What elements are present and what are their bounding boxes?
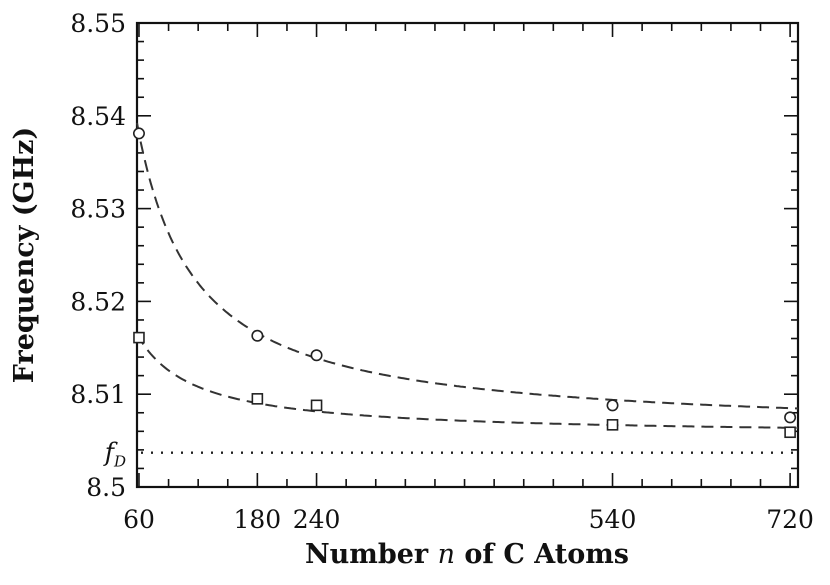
data-point-square (606, 419, 619, 431)
data-markers (132, 127, 797, 439)
y-tick-labels: 8.5 8.51 8.52 8.53 8.54 8.55 (70, 9, 126, 502)
fit-curve-circle (136, 122, 799, 410)
y-axis-label: Frequency (GHz) (9, 127, 40, 383)
plot-frame (135, 21, 800, 489)
y-tick-label: 8.5 (86, 473, 126, 502)
ticks (137, 22, 798, 488)
data-point-square (310, 399, 323, 412)
y-tick-label: 8.51 (70, 380, 126, 409)
x-tick-label: 720 (766, 505, 814, 534)
x-axis-label-variable: n (438, 539, 455, 570)
reference-line-label: fD (103, 438, 126, 471)
data-point-circle (784, 411, 797, 424)
data-point-circle (132, 127, 145, 140)
data-point-square (251, 393, 264, 405)
x-tick-label: 540 (589, 505, 637, 534)
fit-curves (136, 122, 799, 429)
x-tick-label: 240 (293, 505, 341, 534)
x-axis-label: Number n of C Atoms (305, 539, 629, 570)
x-tick-label: 60 (123, 505, 155, 534)
y-tick-label: 8.54 (70, 102, 126, 131)
x-tick-labels: 60 180 240 540 720 (123, 505, 814, 534)
fit-curve-square (136, 333, 799, 429)
x-tick-label: 180 (234, 505, 282, 534)
data-point-square (133, 331, 145, 344)
y-tick-label: 8.52 (70, 287, 126, 316)
data-point-circle (606, 399, 619, 412)
y-tick-label: 8.53 (70, 195, 126, 224)
data-point-square (784, 426, 796, 439)
reference-line-label-sub: D (113, 453, 126, 471)
y-tick-label: 8.55 (70, 9, 126, 38)
data-point-circle (251, 329, 264, 342)
data-point-circle (310, 349, 323, 362)
